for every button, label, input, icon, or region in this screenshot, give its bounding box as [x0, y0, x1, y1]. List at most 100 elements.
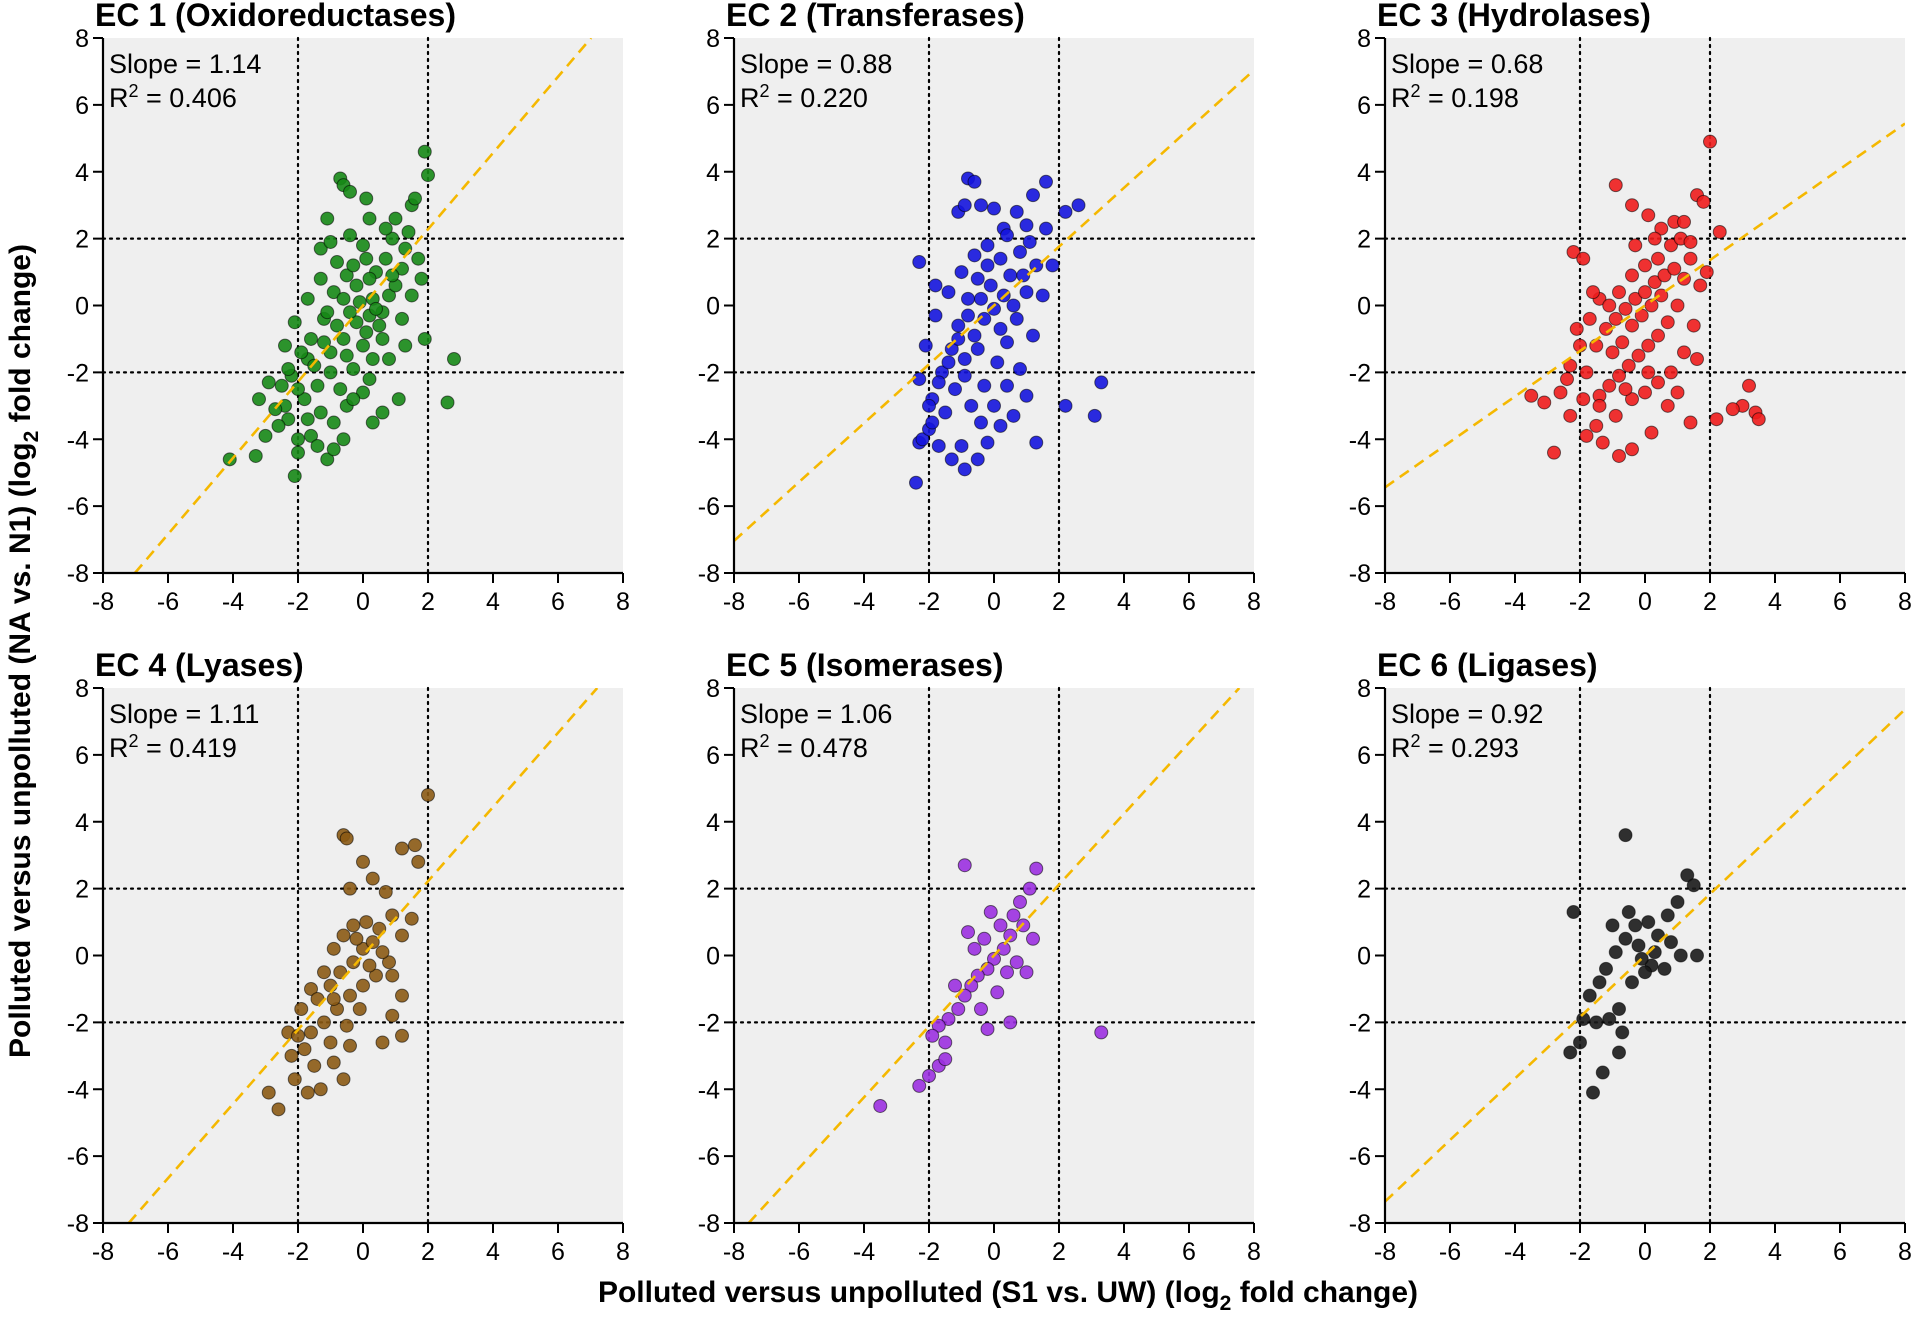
data-point — [957, 198, 972, 213]
data-point — [336, 1072, 351, 1087]
x-tick-label: 8 — [1898, 588, 1912, 616]
data-point — [320, 211, 335, 226]
data-point — [941, 285, 956, 300]
data-point — [1602, 298, 1617, 313]
x-tick-label: -2 — [918, 1238, 940, 1266]
r2-superscript: 2 — [760, 81, 770, 101]
slope-label: Slope = 1.06 — [740, 699, 892, 729]
data-point — [918, 338, 933, 353]
data-point — [1576, 251, 1591, 266]
data-point — [375, 405, 390, 420]
data-point — [1576, 392, 1591, 407]
data-point — [938, 405, 953, 420]
data-point — [404, 288, 419, 303]
data-point — [343, 305, 357, 320]
data-point — [1654, 288, 1669, 303]
data-point — [310, 438, 325, 453]
data-point — [1670, 385, 1685, 400]
data-point — [313, 1082, 328, 1097]
x-tick-label: 4 — [486, 588, 500, 616]
data-point — [304, 331, 318, 346]
data-point — [967, 248, 982, 263]
data-point — [408, 191, 422, 206]
data-point — [938, 1035, 953, 1050]
data-point — [1599, 961, 1613, 976]
x-tick-label: -6 — [157, 588, 179, 616]
data-point — [970, 271, 985, 286]
data-point — [307, 1058, 322, 1073]
data-point — [1000, 378, 1014, 393]
data-point — [372, 318, 387, 333]
data-point — [873, 1098, 888, 1113]
r2-superscript: 2 — [1411, 731, 1421, 751]
data-point — [421, 788, 435, 802]
data-point — [951, 1002, 966, 1016]
data-point — [967, 328, 982, 343]
x-tick-label: -4 — [1504, 1238, 1526, 1266]
r2-value: = 0.478 — [770, 733, 868, 763]
r2-prefix: R — [740, 83, 760, 113]
data-point — [1019, 388, 1034, 403]
y-tick-label: 2 — [706, 876, 720, 904]
data-point — [281, 412, 296, 427]
data-point — [385, 268, 400, 283]
x-tick-label: -2 — [1569, 1238, 1591, 1266]
y-tick-label: 8 — [75, 675, 89, 703]
data-point — [925, 415, 940, 430]
data-point — [317, 965, 331, 980]
data-point — [941, 355, 956, 370]
y-tick-label: -4 — [1349, 426, 1371, 454]
y-tick-label: 0 — [706, 293, 720, 321]
data-point — [1608, 945, 1623, 960]
data-point — [961, 308, 975, 323]
y-tick-label: -8 — [1349, 1210, 1371, 1238]
data-point — [320, 452, 335, 467]
data-point — [1602, 378, 1617, 393]
y-tick-label: 0 — [75, 943, 89, 971]
panel-title: EC 3 (Hydrolases) — [1377, 0, 1651, 33]
data-point — [1524, 388, 1539, 403]
data-point — [1000, 335, 1014, 350]
data-point — [326, 991, 341, 1006]
data-point — [987, 201, 1001, 216]
x-tick-label: -4 — [853, 588, 875, 616]
data-point — [912, 1078, 927, 1093]
data-point — [912, 372, 927, 387]
data-point — [1625, 318, 1639, 333]
data-point — [1045, 258, 1060, 273]
data-point — [1019, 285, 1034, 300]
y-tick-label: 6 — [706, 742, 720, 770]
x-tick-label: 2 — [1052, 588, 1066, 616]
data-point — [970, 968, 985, 983]
data-point — [1022, 881, 1037, 896]
data-point — [1641, 915, 1656, 930]
data-point — [359, 915, 374, 930]
data-point — [1625, 975, 1639, 990]
data-point — [1696, 194, 1711, 209]
data-point — [980, 258, 995, 273]
x-tick-label: -6 — [788, 1238, 810, 1266]
x-tick-label: 2 — [1703, 1238, 1717, 1266]
data-point — [362, 211, 377, 226]
data-point — [987, 301, 1001, 316]
y-tick-label: 8 — [706, 25, 720, 53]
data-point — [1660, 315, 1675, 330]
slope-label: Slope = 1.11 — [109, 699, 259, 729]
data-point — [343, 988, 357, 1003]
data-point — [1628, 918, 1643, 933]
data-point — [356, 238, 370, 253]
x-tick-label: 6 — [1182, 588, 1196, 616]
x-tick-label: -6 — [788, 588, 810, 616]
data-point — [1654, 221, 1669, 236]
data-point — [1644, 298, 1659, 313]
data-point — [1657, 961, 1672, 976]
data-point — [987, 951, 1001, 966]
data-point — [1657, 268, 1672, 283]
data-point — [1612, 1045, 1626, 1060]
data-point — [1638, 385, 1652, 400]
data-point — [408, 838, 422, 853]
data-point — [1026, 931, 1040, 946]
data-point — [1651, 328, 1665, 343]
